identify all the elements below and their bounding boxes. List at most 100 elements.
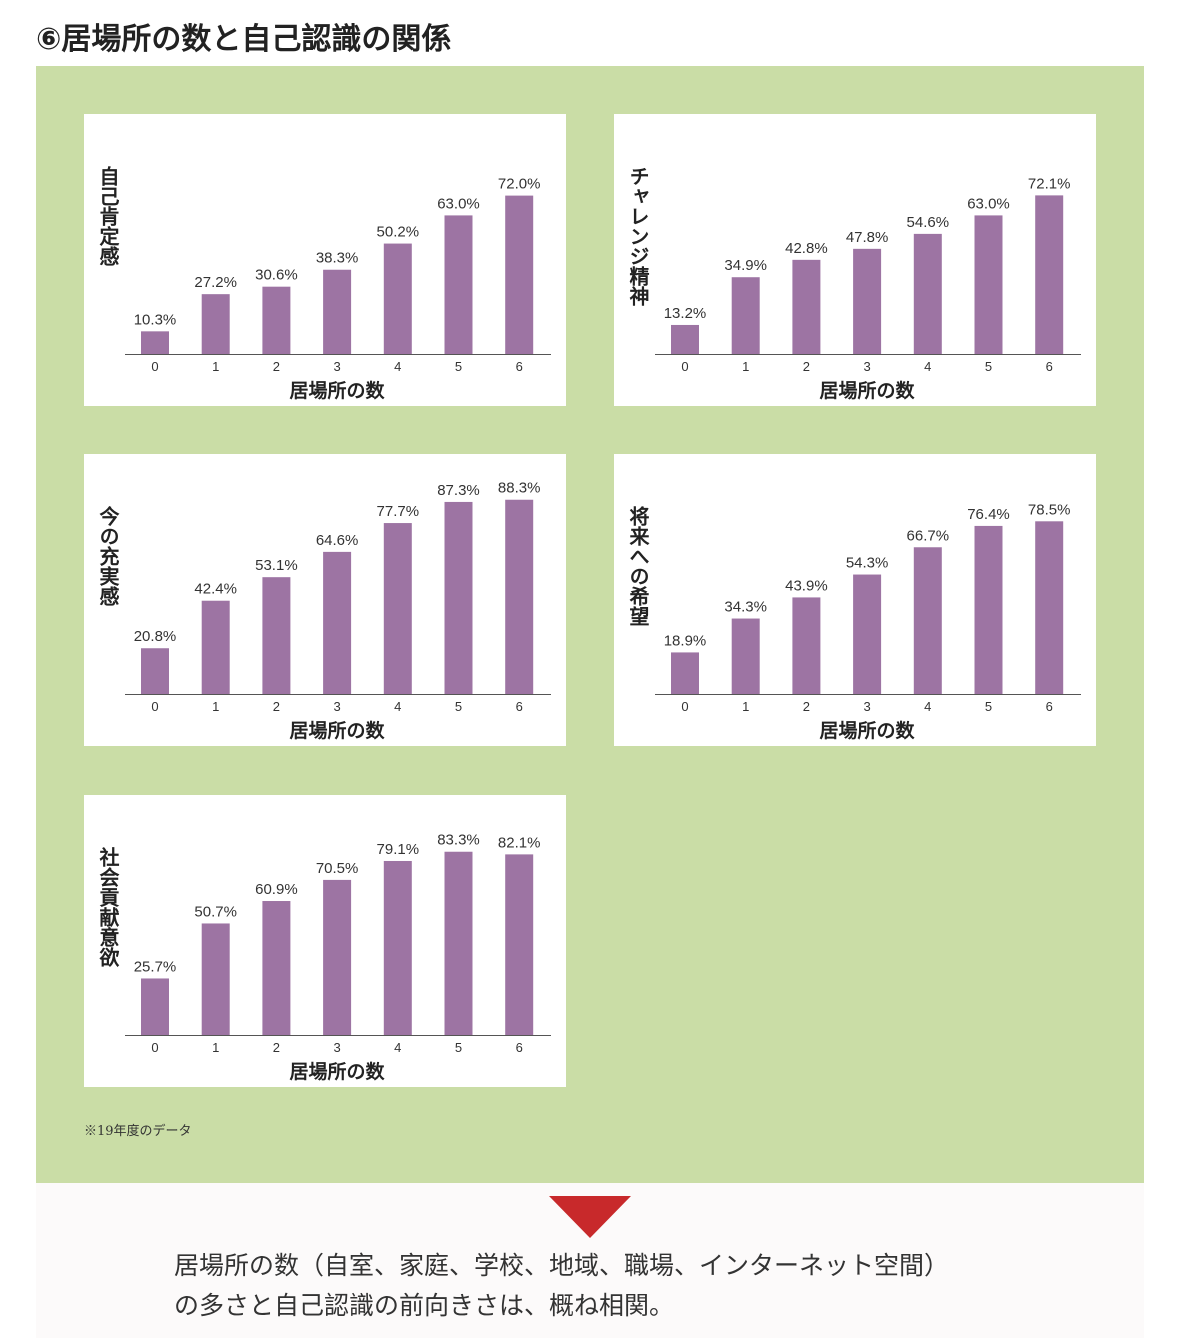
bar-3 [853,574,882,694]
bar-4 [383,243,412,354]
data-label: 30.6% [255,267,298,284]
chart-y-label: 自己肯定感 [96,166,120,266]
data-label: 47.8% [846,229,889,246]
data-label: 64.6% [316,532,359,549]
chart-social-contribution: 社会貢献意欲 25.7% 0 50.7% 1 60.9% 2 70.5% 3 79.1% 4 83.… [84,795,566,1087]
chart-y-label: 社会貢献意欲 [96,847,120,967]
x-tick-label: 0 [151,699,158,714]
x-tick-label: 3 [863,699,870,714]
x-tick-label: 1 [212,699,219,714]
bar-5 [444,215,473,354]
bar-1 [201,923,230,1035]
x-tick-label: 6 [1046,699,1053,714]
data-label: 53.1% [255,557,298,574]
bar-6 [1035,521,1064,694]
bar-5 [974,525,1003,694]
x-tick-label: 6 [516,1040,523,1055]
summary-line-2: の多さと自己認識の前向きさは、概ね相関。 [174,1291,675,1320]
bar-0 [141,978,169,1035]
bar-1 [731,618,760,694]
x-tick-label: 4 [924,699,931,714]
bar-5 [444,501,473,694]
chart-x-label: 居場所の数 [289,380,385,402]
chart-x-label: 居場所の数 [289,1061,385,1083]
data-label: 72.0% [498,176,541,193]
bar-4 [383,860,412,1035]
data-label: 76.4% [967,506,1010,523]
data-label: 82.1% [498,834,541,851]
x-tick-label: 5 [985,699,992,714]
data-label: 42.4% [194,581,237,598]
x-tick-label: 2 [273,359,280,374]
bar-2 [262,901,291,1035]
bar-6 [505,854,534,1035]
chart-plot: 13.2% 0 34.9% 1 42.8% 2 47.8% 3 54.6% 4 63.0% 5 72.1… [655,175,1081,374]
x-tick-label: 0 [681,699,688,714]
chart-x-label: 居場所の数 [819,380,915,402]
data-label: 60.9% [255,881,298,898]
bar-3 [853,248,882,354]
x-tick-label: 0 [151,1040,158,1055]
chart-plot: 20.8% 0 42.4% 1 53.1% 2 64.6% 3 77.7% 4 87.3% 5 88.3… [125,480,551,714]
summary-text: 居場所の数（自室、家庭、学校、地域、職場、インターネット空間） の多さと自己認識… [174,1246,949,1326]
x-tick-label: 1 [212,1040,219,1055]
data-label: 88.3% [498,480,541,497]
data-label: 13.2% [664,305,707,322]
bar-3 [323,551,352,694]
chart-current-fulfillment: 今の充実感 20.8% 0 42.4% 1 53.1% 2 64.6% 3 77.7% 4 87.3… [84,454,566,746]
data-label: 34.9% [724,257,767,274]
chart-plot: 25.7% 0 50.7% 1 60.9% 2 70.5% 3 79.1% 4 83.3% 5 82.1… [125,832,551,1055]
data-label: 79.1% [377,841,420,858]
bar-1 [201,294,230,354]
chart-self-esteem: 自己肯定感 10.3% 0 27.2% 1 30.6% 2 38.3% 3 50.2% 4 63.0… [84,114,566,406]
x-tick-label: 1 [742,359,749,374]
bar-4 [913,547,942,694]
bar-2 [792,259,821,354]
data-label: 42.8% [785,240,828,257]
chart-plot: 10.3% 0 27.2% 1 30.6% 2 38.3% 3 50.2% 4 63.0% 5 72.0… [125,176,551,374]
x-tick-label: 3 [333,699,340,714]
data-label: 83.3% [437,832,480,849]
bar-4 [383,523,412,694]
chart-plot: 18.9% 0 34.3% 1 43.9% 2 54.3% 3 66.7% 4 76.4% 5 78.5… [655,501,1081,714]
x-tick-label: 5 [455,1040,462,1055]
x-tick-label: 3 [863,359,870,374]
bar-0 [671,324,699,354]
summary-line-1: 居場所の数（自室、家庭、学校、地域、職場、インターネット空間） [174,1251,950,1280]
bar-6 [1035,195,1064,354]
chart-x-label: 居場所の数 [289,720,385,742]
data-label: 66.7% [907,527,950,544]
x-tick-label: 6 [516,699,523,714]
data-label: 77.7% [377,503,420,520]
x-tick-label: 2 [803,699,810,714]
bar-6 [505,195,534,354]
bar-4 [913,233,942,354]
chart-y-label: 将来への希望 [626,506,650,626]
x-tick-label: 2 [803,359,810,374]
bar-3 [323,879,352,1035]
bar-0 [141,648,169,694]
x-tick-label: 6 [1046,359,1053,374]
data-label: 50.7% [194,903,237,920]
data-label: 63.0% [437,195,480,212]
x-tick-label: 3 [333,359,340,374]
x-tick-label: 4 [924,359,931,374]
chart-x-label: 居場所の数 [819,720,915,742]
data-label: 50.2% [377,224,420,241]
data-label: 54.3% [846,555,889,572]
x-tick-label: 5 [985,359,992,374]
bar-1 [201,600,230,694]
page-title: ⑥居場所の数と自己認識の関係 [36,22,452,57]
data-label: 10.3% [134,311,177,328]
data-label: 25.7% [134,958,177,975]
data-label: 70.5% [316,860,359,877]
data-label: 63.0% [967,195,1010,212]
data-label: 38.3% [316,250,359,267]
chart-y-label: 今の充実感 [96,506,120,606]
bar-3 [323,269,352,354]
bar-1 [731,277,760,354]
bar-6 [505,499,534,694]
bar-2 [792,597,821,694]
data-label: 43.9% [785,577,828,594]
down-arrow-icon [549,1196,631,1238]
